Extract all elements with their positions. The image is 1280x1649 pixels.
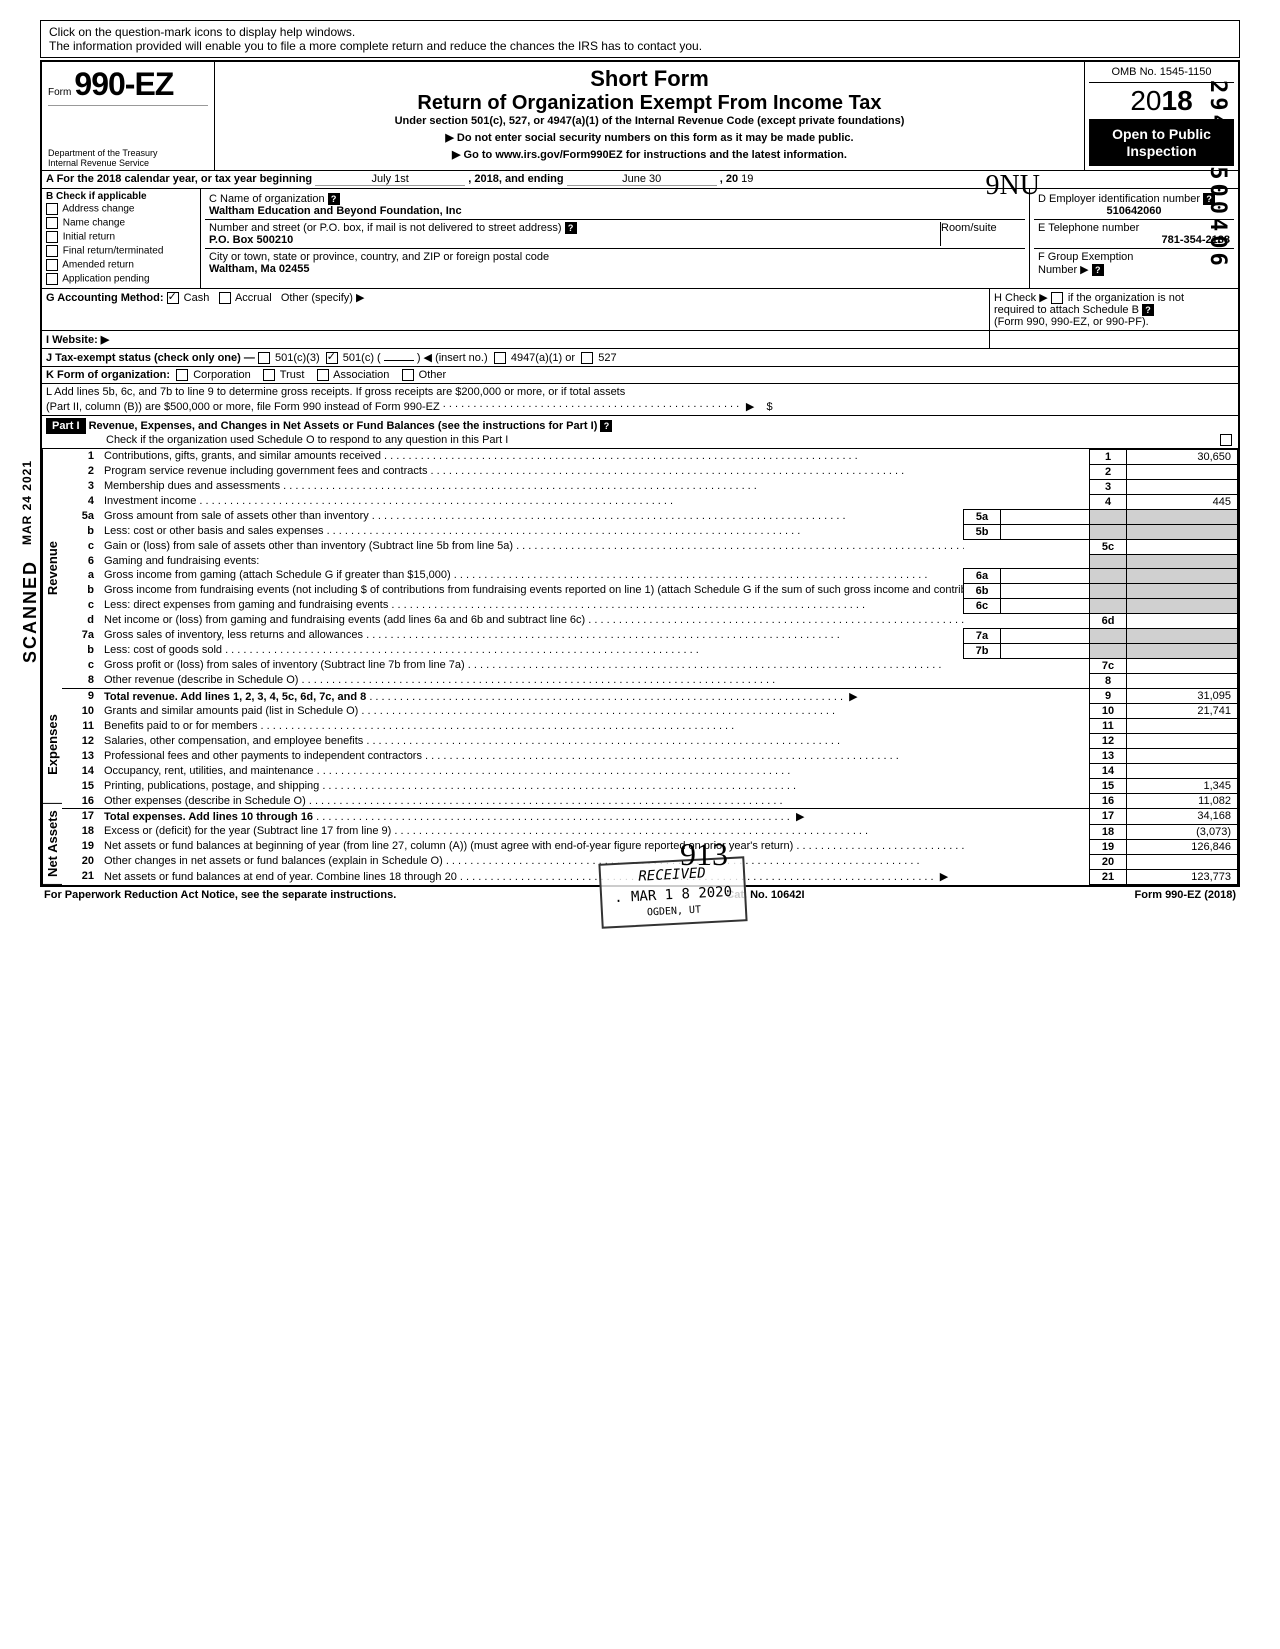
accrual-checkbox[interactable] (219, 292, 231, 304)
revenue-label: Revenue (42, 449, 62, 687)
website: I Website: ▶ (46, 334, 109, 346)
signature: 913 (680, 836, 728, 873)
501c3-checkbox[interactable] (258, 352, 270, 364)
line-a: A For the 2018 calendar year, or tax yea… (42, 171, 1238, 188)
footer-right: Form 990-EZ (2018) (1135, 889, 1237, 901)
date-stamp: MAR 24 2021 (20, 460, 34, 545)
help-icon[interactable]: ? (1142, 304, 1154, 316)
form-number-cell: Form 990-EZ Department of the Treasury I… (42, 62, 215, 170)
ein: 510642060 (1106, 205, 1161, 217)
527-checkbox[interactable] (581, 352, 593, 364)
expenses-label: Expenses (42, 687, 62, 804)
501c-checkbox[interactable] (326, 352, 338, 364)
org-name: Waltham Education and Beyond Foundation,… (209, 205, 462, 217)
part1-check[interactable] (1220, 434, 1232, 446)
lines-table: 1Contributions, gifts, grants, and simil… (62, 449, 1238, 885)
netassets-label: Net Assets (42, 804, 62, 885)
help-icon[interactable]: ? (1092, 264, 1104, 276)
help-icon[interactable]: ? (328, 193, 340, 205)
cash-checkbox[interactable] (167, 292, 179, 304)
street: P.O. Box 500210 (209, 234, 293, 246)
4947-checkbox[interactable] (494, 352, 506, 364)
initials: 9NU (986, 170, 1040, 202)
scanned-stamp: SCANNED (20, 560, 41, 663)
section-b: B Check if applicable Address change Nam… (42, 189, 201, 288)
h-checkbox[interactable] (1051, 292, 1063, 304)
title-cell: Short Form Return of Organization Exempt… (215, 62, 1085, 170)
part1-header: Part I (46, 418, 86, 434)
help-icon[interactable]: ? (565, 222, 577, 234)
side-number: 29492500406 (1205, 80, 1230, 270)
help-note: Click on the question-mark icons to disp… (40, 20, 1240, 58)
help-icon[interactable]: ? (600, 420, 612, 432)
footer-left: For Paperwork Reduction Act Notice, see … (44, 889, 396, 901)
city: Waltham, Ma 02455 (209, 263, 309, 275)
